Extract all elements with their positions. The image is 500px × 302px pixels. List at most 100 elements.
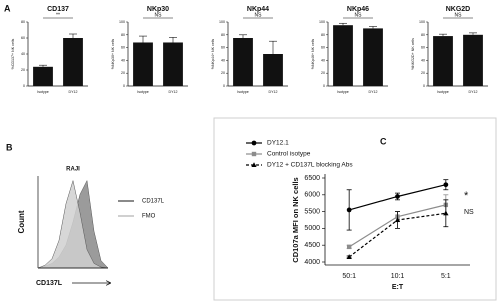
panel-label: A — [4, 3, 11, 13]
y-tick-label: 0 — [123, 84, 125, 88]
y-tick-label: 40 — [321, 58, 325, 62]
data-point — [394, 217, 401, 222]
y-tick-label: 60 — [121, 46, 125, 50]
bar — [463, 34, 483, 86]
y-tick-label: 80 — [21, 20, 25, 24]
y-tick-label: 80 — [321, 33, 325, 37]
x-tick-label: Isotype — [37, 90, 49, 94]
y-tick-label: 20 — [221, 71, 225, 75]
significance-label: NS — [455, 12, 463, 18]
chart-title: NKp46 — [347, 6, 369, 13]
x-tick-label: DY12 — [369, 90, 378, 94]
y-tick-label: 40 — [221, 58, 225, 62]
data-point — [346, 254, 352, 259]
y-tick-label: 20 — [321, 71, 325, 75]
x-tick-label: DY12 — [269, 90, 278, 94]
y-tick-label: 40 — [421, 58, 425, 62]
y-axis-label: CD107a MFI on NK cells — [291, 177, 300, 262]
panel-label: B — [6, 142, 13, 152]
y-tick-label: 0 — [423, 84, 425, 88]
y-tick-label: 0 — [23, 84, 25, 88]
legend-label: DY12.1 — [267, 140, 289, 147]
bar — [133, 42, 153, 86]
x-tick-label: Isotype — [337, 90, 349, 94]
y-tick-label: 100 — [319, 20, 325, 24]
legend-marker — [251, 151, 257, 157]
bar — [263, 54, 283, 86]
y-tick-label: 100 — [219, 20, 225, 24]
legend-label: CD137L — [142, 199, 165, 205]
x-tick-label: Isotype — [237, 90, 249, 94]
significance-label: NS — [255, 12, 263, 18]
y-tick-label: 80 — [221, 33, 225, 37]
bar — [363, 28, 383, 86]
significance-label: ** — [56, 12, 60, 18]
x-tick-label: Isotype — [437, 90, 449, 94]
chart-title: CD137 — [47, 6, 69, 13]
y-tick-label: 0 — [223, 84, 225, 88]
y-tick-label: 60 — [21, 36, 25, 40]
y-tick-label: 100 — [419, 20, 425, 24]
significance-label: NS — [155, 12, 163, 18]
y-tick-label: 20 — [121, 71, 125, 75]
data-point — [346, 244, 352, 250]
x-axis-label: CD137L — [36, 280, 63, 287]
y-tick-label: 60 — [321, 46, 325, 50]
bar — [433, 36, 453, 86]
bar — [33, 66, 53, 86]
panel-label: C — [380, 136, 387, 146]
y-tick-label: 80 — [421, 33, 425, 37]
y-tick-label: 100 — [119, 20, 125, 24]
panel-frame — [213, 117, 497, 301]
y-tick-label: 20 — [21, 68, 25, 72]
x-tick-label: Isotype — [137, 90, 149, 94]
x-tick-label: 10:1 — [391, 273, 405, 280]
y-tick-label: 5000 — [304, 225, 320, 232]
y-axis-label: %NKp46+ NK cells — [311, 39, 315, 70]
y-axis-label: %NKp30+ NK cells — [111, 39, 115, 70]
legend-label: Control isotype — [267, 151, 311, 158]
y-axis-label: %NKG2D+ NK cells — [411, 38, 415, 70]
y-axis-label: %NKp44+ NK cells — [211, 39, 215, 70]
bar — [333, 25, 353, 86]
data-point — [443, 182, 449, 188]
bar — [163, 42, 183, 86]
significance-label: NS — [355, 12, 363, 18]
y-axis-label: Count — [17, 210, 26, 233]
y-tick-label: 60 — [221, 46, 225, 50]
y-tick-label: 40 — [21, 52, 25, 56]
y-tick-label: 20 — [421, 71, 425, 75]
chart-title: NKp30 — [147, 6, 169, 13]
y-tick-label: 4000 — [304, 259, 320, 266]
bar — [233, 38, 253, 86]
x-tick-label: DY12 — [169, 90, 178, 94]
chart-title: RAJI — [66, 167, 80, 173]
legend-marker — [251, 140, 257, 146]
x-tick-label: DY12 — [469, 90, 478, 94]
y-tick-label: 4500 — [304, 242, 320, 249]
chart-title: NKG2D — [446, 6, 471, 13]
data-point — [346, 207, 352, 213]
y-tick-label: 40 — [121, 58, 125, 62]
legend-label: DY12 + CD137L blocking Abs — [267, 162, 353, 169]
x-tick-label: 5:1 — [441, 273, 451, 280]
bar — [63, 38, 83, 86]
y-tick-label: 5500 — [304, 208, 320, 215]
data-point — [395, 194, 400, 199]
y-axis-label: %CD137+ NK cells — [11, 38, 15, 69]
y-tick-label: 6000 — [304, 192, 320, 199]
chart-title: NKp44 — [247, 6, 269, 13]
x-tick-label: 50:1 — [342, 273, 356, 280]
data-point — [443, 210, 449, 216]
y-tick-label: 0 — [323, 84, 325, 88]
legend-marker — [251, 162, 257, 167]
y-tick-label: 6500 — [304, 175, 320, 182]
y-tick-label: 60 — [421, 46, 425, 50]
legend-label: FMO — [142, 214, 156, 220]
y-tick-label: 80 — [121, 33, 125, 37]
histogram-area — [37, 179, 109, 269]
x-axis-label: E:T — [392, 284, 404, 291]
annotation: NS — [464, 209, 474, 216]
